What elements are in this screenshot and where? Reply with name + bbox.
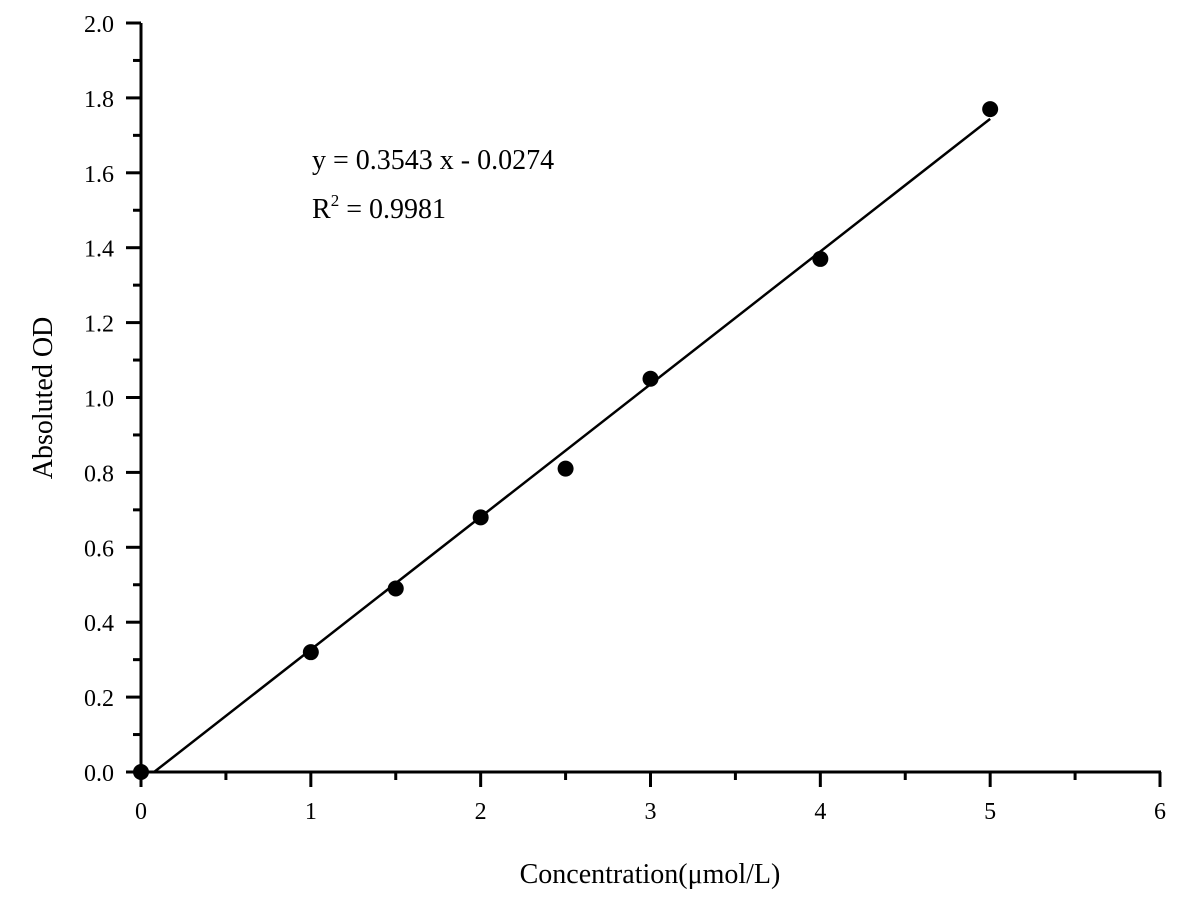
y-tick-label: 1.0 [84, 387, 114, 413]
fit-line [153, 117, 991, 774]
data-point [302, 644, 319, 661]
x-tick-label: 0 [135, 799, 147, 825]
data-point [472, 509, 489, 526]
y-tick-label: 1.4 [84, 237, 114, 263]
data-point [557, 460, 574, 477]
axes: 0.0 0.2 0.4 0.6 0.8 1.0 1.2 1.4 1.6 1.8 2.0 0 1 2 3 4 5 6 [84, 12, 1166, 825]
y-tick-label: 1.8 [84, 87, 114, 113]
y-tick-label: 1.2 [84, 312, 114, 338]
y-tick-label: 0.6 [84, 536, 114, 562]
regression-line [153, 117, 991, 774]
x-tick-label: 3 [645, 799, 657, 825]
data-point [133, 764, 149, 780]
r-squared: R2 = 0.9981 [312, 191, 446, 225]
x-tick-label: 2 [475, 799, 487, 825]
data-point [642, 370, 659, 387]
x-tick-label: 1 [305, 799, 317, 825]
data-point [982, 101, 999, 118]
data-point [387, 580, 404, 597]
x-axis-title: Concentration(μmol/L) [520, 859, 781, 890]
y-tick-label: 0.4 [84, 611, 114, 637]
y-tick-label: 0.2 [84, 686, 114, 712]
fit-equation: y = 0.3543 x - 0.0274 [312, 145, 554, 176]
data-point [812, 250, 829, 267]
y-tick-label: 1.6 [84, 162, 114, 188]
x-tick-label: 4 [814, 799, 826, 825]
y-axis-title: Absoluted OD [28, 317, 59, 480]
y-tick-label: 0.0 [84, 761, 114, 787]
data-points [133, 101, 999, 780]
x-tick-label: 5 [984, 799, 996, 825]
x-tick-label: 6 [1154, 799, 1166, 825]
y-tick-label: 0.8 [84, 461, 114, 487]
y-tick-label: 2.0 [84, 12, 114, 38]
